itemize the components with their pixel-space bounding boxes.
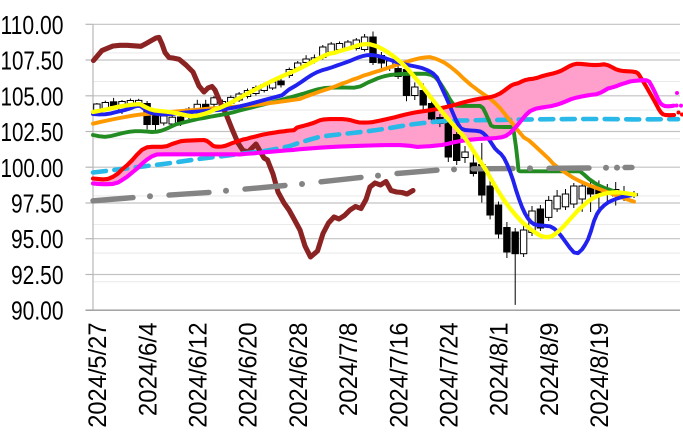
- svg-text:110.00: 110.00: [1, 10, 64, 40]
- svg-text:2024/7/8: 2024/7/8: [335, 323, 363, 417]
- svg-text:2024/6/20: 2024/6/20: [235, 323, 263, 428]
- svg-text:107.50: 107.50: [1, 46, 64, 76]
- svg-text:105.00: 105.00: [1, 81, 64, 111]
- svg-text:2024/7/24: 2024/7/24: [436, 322, 464, 427]
- svg-text:2024/7/16: 2024/7/16: [385, 323, 413, 428]
- svg-text:2024/8/19: 2024/8/19: [586, 323, 614, 428]
- svg-text:2024/6/28: 2024/6/28: [285, 323, 313, 428]
- svg-text:2024/6/12: 2024/6/12: [185, 323, 213, 428]
- svg-text:90.00: 90.00: [11, 296, 64, 326]
- svg-text:2024/5/27: 2024/5/27: [84, 323, 112, 428]
- svg-text:2024/8/1: 2024/8/1: [486, 322, 514, 416]
- svg-text:100.00: 100.00: [1, 153, 64, 183]
- svg-text:2024/8/9: 2024/8/9: [536, 323, 564, 417]
- svg-text:102.50: 102.50: [1, 117, 64, 147]
- svg-text:97.50: 97.50: [11, 189, 64, 219]
- svg-text:2024/6/4: 2024/6/4: [134, 322, 162, 416]
- svg-text:92.50: 92.50: [11, 260, 64, 290]
- svg-text:95.00: 95.00: [11, 224, 64, 254]
